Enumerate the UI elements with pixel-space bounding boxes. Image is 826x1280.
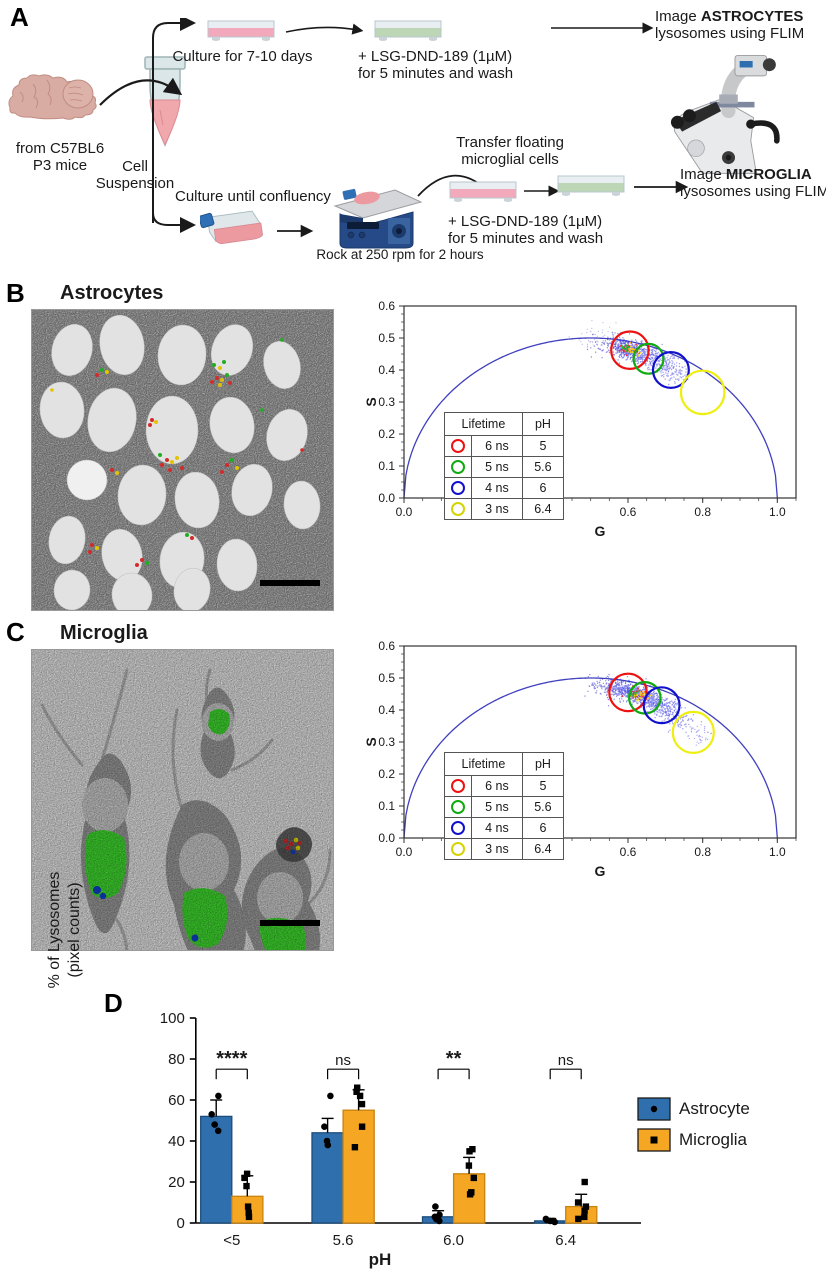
svg-text:0.2: 0.2: [378, 427, 395, 441]
svg-text:5.6: 5.6: [333, 1232, 354, 1249]
svg-text:6.0: 6.0: [443, 1232, 464, 1249]
svg-text:0.1: 0.1: [378, 459, 395, 473]
svg-text:40: 40: [168, 1133, 185, 1150]
svg-text:1.0: 1.0: [769, 505, 786, 519]
svg-text:100: 100: [160, 1010, 185, 1027]
svg-text:0.3: 0.3: [378, 735, 395, 749]
svg-text:0.8: 0.8: [694, 505, 711, 519]
svg-text:0.0: 0.0: [378, 491, 395, 505]
svg-text:0.1: 0.1: [378, 799, 395, 813]
svg-text:****: ****: [216, 1048, 247, 1070]
svg-text:0.4: 0.4: [378, 703, 395, 717]
svg-text:G: G: [595, 523, 606, 539]
svg-text:6.4: 6.4: [555, 1232, 576, 1249]
svg-text:0.5: 0.5: [378, 331, 395, 345]
svg-text:0.0: 0.0: [396, 845, 413, 859]
svg-text:60: 60: [168, 1092, 185, 1109]
svg-text:**: **: [446, 1048, 462, 1070]
svg-text:0: 0: [176, 1215, 184, 1232]
svg-text:<5: <5: [223, 1232, 240, 1249]
svg-text:0.6: 0.6: [620, 845, 637, 859]
svg-text:S: S: [366, 397, 379, 406]
svg-text:80: 80: [168, 1051, 185, 1068]
svg-text:S: S: [366, 737, 379, 746]
svg-text:0.0: 0.0: [378, 831, 395, 845]
svg-text:0.4: 0.4: [378, 363, 395, 377]
svg-text:ns: ns: [558, 1052, 574, 1069]
svg-text:0.0: 0.0: [396, 505, 413, 519]
svg-text:0.6: 0.6: [620, 505, 637, 519]
svg-text:0.6: 0.6: [378, 300, 395, 313]
svg-text:1.0: 1.0: [769, 845, 786, 859]
svg-text:G: G: [595, 863, 606, 879]
svg-text:0.5: 0.5: [378, 671, 395, 685]
svg-text:0.2: 0.2: [378, 767, 395, 781]
svg-text:ns: ns: [335, 1052, 351, 1069]
svg-text:0.3: 0.3: [378, 395, 395, 409]
svg-text:0.6: 0.6: [378, 640, 395, 653]
svg-text:0.8: 0.8: [694, 845, 711, 859]
svg-text:20: 20: [168, 1174, 185, 1191]
